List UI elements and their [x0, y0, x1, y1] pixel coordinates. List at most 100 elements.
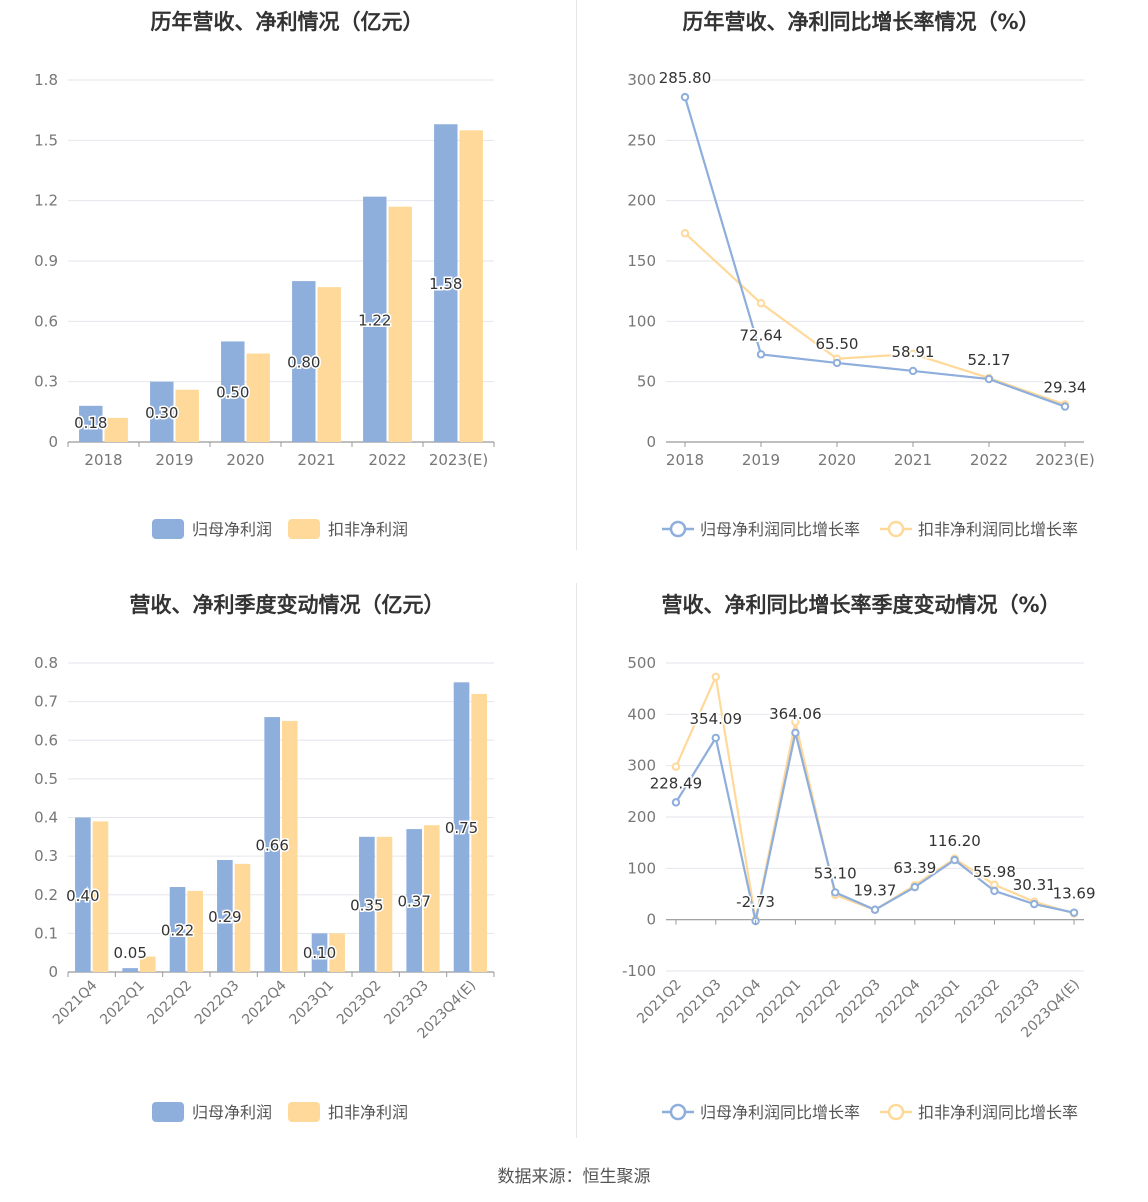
bar-koufei [246, 353, 270, 442]
x-tick-label: 2019 [742, 451, 780, 469]
y-tick-label: 0 [48, 433, 58, 451]
panel-divider [576, 0, 577, 550]
y-tick-label: 0.5 [34, 770, 58, 788]
bar-guimu [453, 682, 470, 972]
data-label: 0.80 [287, 354, 320, 372]
line-guimu [683, 96, 1066, 408]
legend-label: 扣非净利润 [328, 1103, 408, 1122]
point-guimu [756, 350, 766, 359]
point-guimu [984, 374, 994, 384]
bar-guimu [221, 341, 245, 442]
data-label: 19.37 [854, 882, 897, 900]
y-tick-label: 50 [637, 373, 656, 391]
bar-guimu [359, 836, 375, 972]
annual-growth-line-chart: 0 50 100 150 200 250 300 2018 285.80 2019 72.64 202… [627, 68, 1094, 539]
data-label: 364.06 [769, 705, 822, 723]
x-tick-label: 2018 [84, 451, 122, 469]
legend-marker [669, 1103, 687, 1121]
bar-guimu [406, 829, 422, 972]
data-label: 0.40 [66, 887, 99, 905]
bar-koufei [282, 720, 298, 972]
quarterly-growth-line-chart: -10001002003004005002021Q2228.492021Q335… [622, 654, 1097, 1122]
bar-guimu [169, 887, 186, 972]
bar-guimu [311, 933, 328, 972]
legend-label: 扣非净利润 [328, 520, 408, 539]
data-label: 30.31 [1013, 876, 1056, 894]
data-label: 0.05 [113, 944, 146, 962]
data-label: 58.91 [892, 343, 935, 361]
point-koufei [711, 672, 720, 682]
y-tick-label: 0.6 [34, 312, 58, 330]
y-tick-label: 100 [627, 859, 656, 877]
point-guimu [791, 728, 800, 737]
point-guimu [671, 798, 681, 807]
data-label: 63.39 [893, 859, 936, 877]
bar-koufei [234, 863, 251, 972]
y-tick-label: 0.3 [34, 847, 58, 865]
y-tick-label: 0 [646, 433, 656, 451]
legend-label: 扣非净利润同比增长率 [918, 1103, 1078, 1122]
point-guimu [1069, 908, 1079, 917]
data-label: 0.66 [255, 837, 288, 855]
data-label: 0.50 [216, 384, 249, 402]
point-guimu [711, 733, 720, 743]
chart-title: 历年营收、净利同比增长率情况（%） [682, 10, 1040, 34]
legend-marker [887, 1103, 905, 1121]
data-label: 354.09 [690, 710, 743, 728]
y-tick-label: 200 [627, 192, 656, 210]
point-guimu [870, 905, 880, 914]
point-guimu [1060, 402, 1070, 411]
x-tick-label: 2023Q2 [334, 978, 385, 1029]
bar-koufei [175, 389, 199, 442]
x-tick-label: 2018 [666, 451, 704, 469]
x-tick-label: 2021Q4 [50, 977, 101, 1028]
data-label: 1.22 [358, 311, 391, 329]
point-koufei [908, 349, 918, 359]
y-tick-label: 0 [48, 963, 58, 981]
data-label: 0.22 [161, 922, 194, 940]
x-tick-label: 2019 [155, 451, 193, 469]
legend-swatch [152, 519, 184, 539]
data-label: 29.34 [1044, 379, 1087, 397]
bar-koufei [471, 693, 487, 972]
y-tick-label: 0.3 [34, 373, 58, 391]
chart-title: 历年营收、净利情况（亿元） [150, 10, 424, 34]
x-tick-label: 2023(E) [429, 451, 488, 469]
bar-koufei [329, 933, 345, 972]
data-label: 52.17 [968, 351, 1011, 369]
point-guimu [950, 855, 959, 865]
bar-koufei [317, 287, 341, 442]
y-tick-label: 0.1 [34, 924, 58, 942]
legend-label: 归母净利润同比增长率 [700, 1103, 860, 1122]
chart-panel-annual-profit: 历年营收、净利情况（亿元） 0 0.3 0.6 0.9 1.2 1.5 1.8 0.18 201… [0, 0, 574, 583]
bar-guimu [292, 281, 316, 442]
point-guimu [910, 882, 920, 892]
bar-koufei [376, 836, 393, 972]
y-tick-label: 100 [627, 312, 656, 330]
y-tick-label: 0.4 [34, 809, 58, 827]
x-tick-label: 2022Q4 [239, 977, 290, 1028]
point-koufei [756, 299, 766, 308]
y-tick-label: 1.5 [34, 131, 58, 149]
bar-koufei [187, 890, 203, 972]
point-guimu [908, 366, 918, 376]
point-guimu [1030, 899, 1039, 909]
x-tick-label: 2022 [970, 451, 1008, 469]
data-label: -2.73 [736, 893, 775, 911]
y-tick-label: 0.2 [34, 886, 58, 904]
x-tick-label: 2023Q1 [287, 978, 338, 1029]
data-label: 285.80 [659, 69, 712, 87]
y-tick-label: 1.2 [34, 192, 58, 210]
y-tick-label: 250 [627, 131, 656, 149]
y-tick-label: 300 [627, 71, 656, 89]
y-tick-label: 0.7 [34, 693, 58, 711]
legend-label: 归母净利润同比增长率 [700, 520, 860, 539]
data-label: 0.37 [397, 893, 430, 911]
y-tick-label: 0.9 [34, 252, 58, 270]
legend-marker [887, 520, 905, 538]
chart-panel-annual-growth: 历年营收、净利同比增长率情况（%） 0 50 100 150 200 250 300 2018… [574, 0, 1148, 583]
bar-koufei [104, 417, 128, 442]
legend-marker [669, 520, 687, 538]
y-tick-label: 0.8 [34, 654, 58, 672]
x-tick-label: 2020 [226, 451, 264, 469]
